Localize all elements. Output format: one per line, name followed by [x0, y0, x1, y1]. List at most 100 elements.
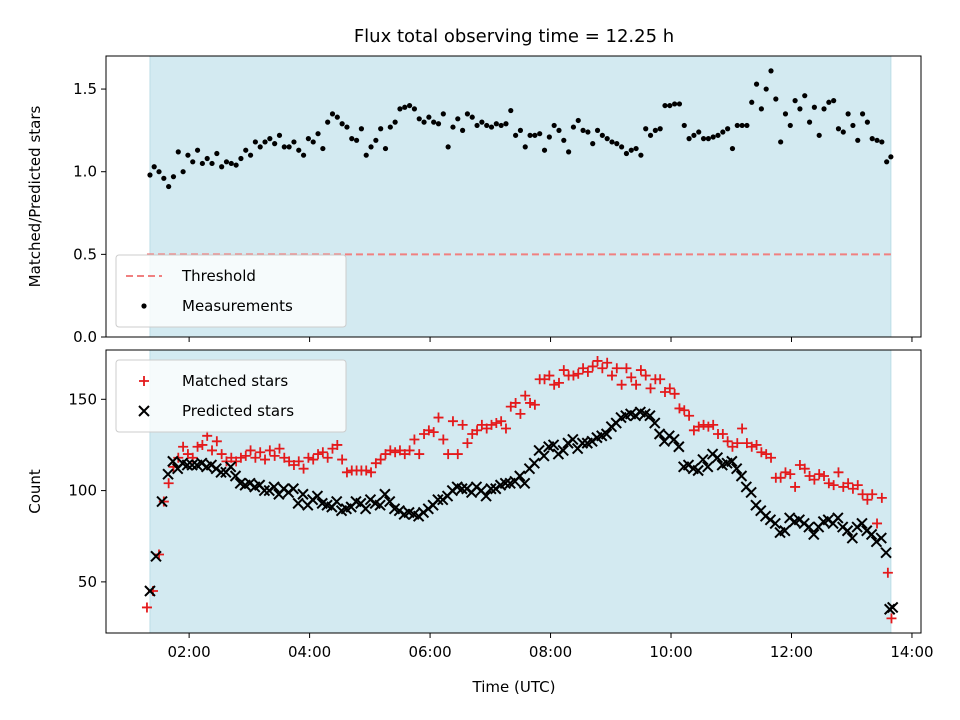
legend: Matched stars Predicted stars	[115, 359, 347, 433]
y-tick-label: 1.0	[73, 163, 97, 181]
data-point	[729, 145, 736, 152]
data-point	[739, 122, 745, 129]
data-point	[799, 463, 810, 474]
data-point	[780, 467, 791, 478]
data-point	[178, 441, 189, 452]
data-point	[843, 478, 854, 489]
data-point	[833, 467, 844, 478]
series-measurements	[147, 68, 894, 190]
data-point	[700, 136, 707, 142]
data-point	[269, 450, 280, 461]
data-point	[852, 480, 863, 491]
data-point	[320, 145, 326, 152]
data-point	[433, 412, 444, 423]
data-point	[679, 405, 690, 416]
data-point	[652, 127, 658, 133]
data-point	[474, 122, 480, 129]
data-point	[163, 478, 174, 489]
data-point	[570, 124, 577, 130]
data-point	[514, 470, 526, 482]
data-point	[414, 449, 425, 460]
x-tick-label: 04:00	[288, 643, 331, 661]
data-point	[644, 410, 656, 422]
data-point	[402, 104, 408, 110]
data-point	[341, 467, 352, 478]
data-point	[604, 136, 610, 142]
series-matched-stars	[141, 355, 897, 624]
data-point	[390, 447, 401, 458]
data-point	[655, 374, 666, 385]
data-point	[238, 155, 244, 162]
y-tick-label: 0.5	[73, 245, 97, 263]
data-point	[649, 417, 661, 429]
data-point	[255, 447, 266, 458]
data-point	[233, 162, 239, 168]
data-point	[513, 132, 519, 138]
data-point	[856, 517, 868, 530]
data-point	[209, 160, 215, 167]
data-point	[702, 461, 714, 473]
data-point	[281, 144, 287, 150]
data-point	[611, 363, 622, 374]
data-point	[373, 137, 379, 143]
data-point	[216, 449, 227, 460]
data-point	[623, 150, 630, 157]
data-point	[235, 452, 246, 463]
data-point	[293, 456, 304, 467]
data-point	[486, 419, 497, 430]
data-point	[884, 159, 890, 165]
data-point	[368, 144, 374, 150]
data-point	[267, 136, 273, 142]
data-point	[638, 152, 644, 158]
data-point	[874, 137, 880, 143]
data-point	[493, 121, 499, 127]
data-point	[766, 452, 777, 463]
data-point	[672, 101, 678, 107]
y-tick-label: 1.5	[73, 80, 97, 98]
data-point	[443, 449, 454, 460]
legend: Threshold Measurements	[115, 254, 347, 328]
data-point	[567, 433, 579, 446]
data-point	[325, 119, 331, 125]
data-point	[616, 379, 627, 390]
data-point	[161, 175, 167, 181]
data-point	[503, 121, 509, 127]
data-point	[257, 144, 263, 150]
data-point	[872, 518, 883, 529]
data-point	[769, 517, 781, 530]
data-point	[888, 154, 894, 160]
data-point	[363, 152, 369, 158]
data-point	[488, 124, 495, 130]
data-point	[392, 119, 398, 125]
data-point	[587, 361, 598, 372]
data-point	[423, 425, 434, 436]
data-point	[735, 470, 748, 482]
data-point	[809, 474, 820, 485]
data-point	[886, 613, 897, 624]
data-point	[802, 93, 808, 99]
data-point	[867, 489, 878, 500]
data-point	[240, 450, 251, 461]
data-point	[806, 119, 813, 125]
plot-frame	[105, 349, 922, 634]
series-predicted-stars	[144, 406, 899, 615]
data-point	[150, 550, 162, 563]
legend-label: Measurements	[182, 297, 293, 315]
data-point	[387, 124, 393, 130]
data-point	[382, 145, 389, 152]
data-point	[141, 602, 152, 613]
data-point	[508, 107, 514, 114]
x-axis-label: Time (UTC)	[472, 678, 556, 696]
data-point	[194, 147, 201, 153]
data-point	[828, 480, 839, 491]
data-point	[186, 459, 198, 471]
data-point	[859, 111, 866, 117]
data-point	[768, 68, 774, 74]
data-point	[455, 116, 461, 122]
data-point	[633, 145, 639, 152]
data-point	[561, 137, 567, 143]
data-point	[594, 127, 601, 133]
data-point	[720, 129, 726, 135]
data-point	[250, 452, 261, 463]
data-point	[431, 119, 437, 125]
